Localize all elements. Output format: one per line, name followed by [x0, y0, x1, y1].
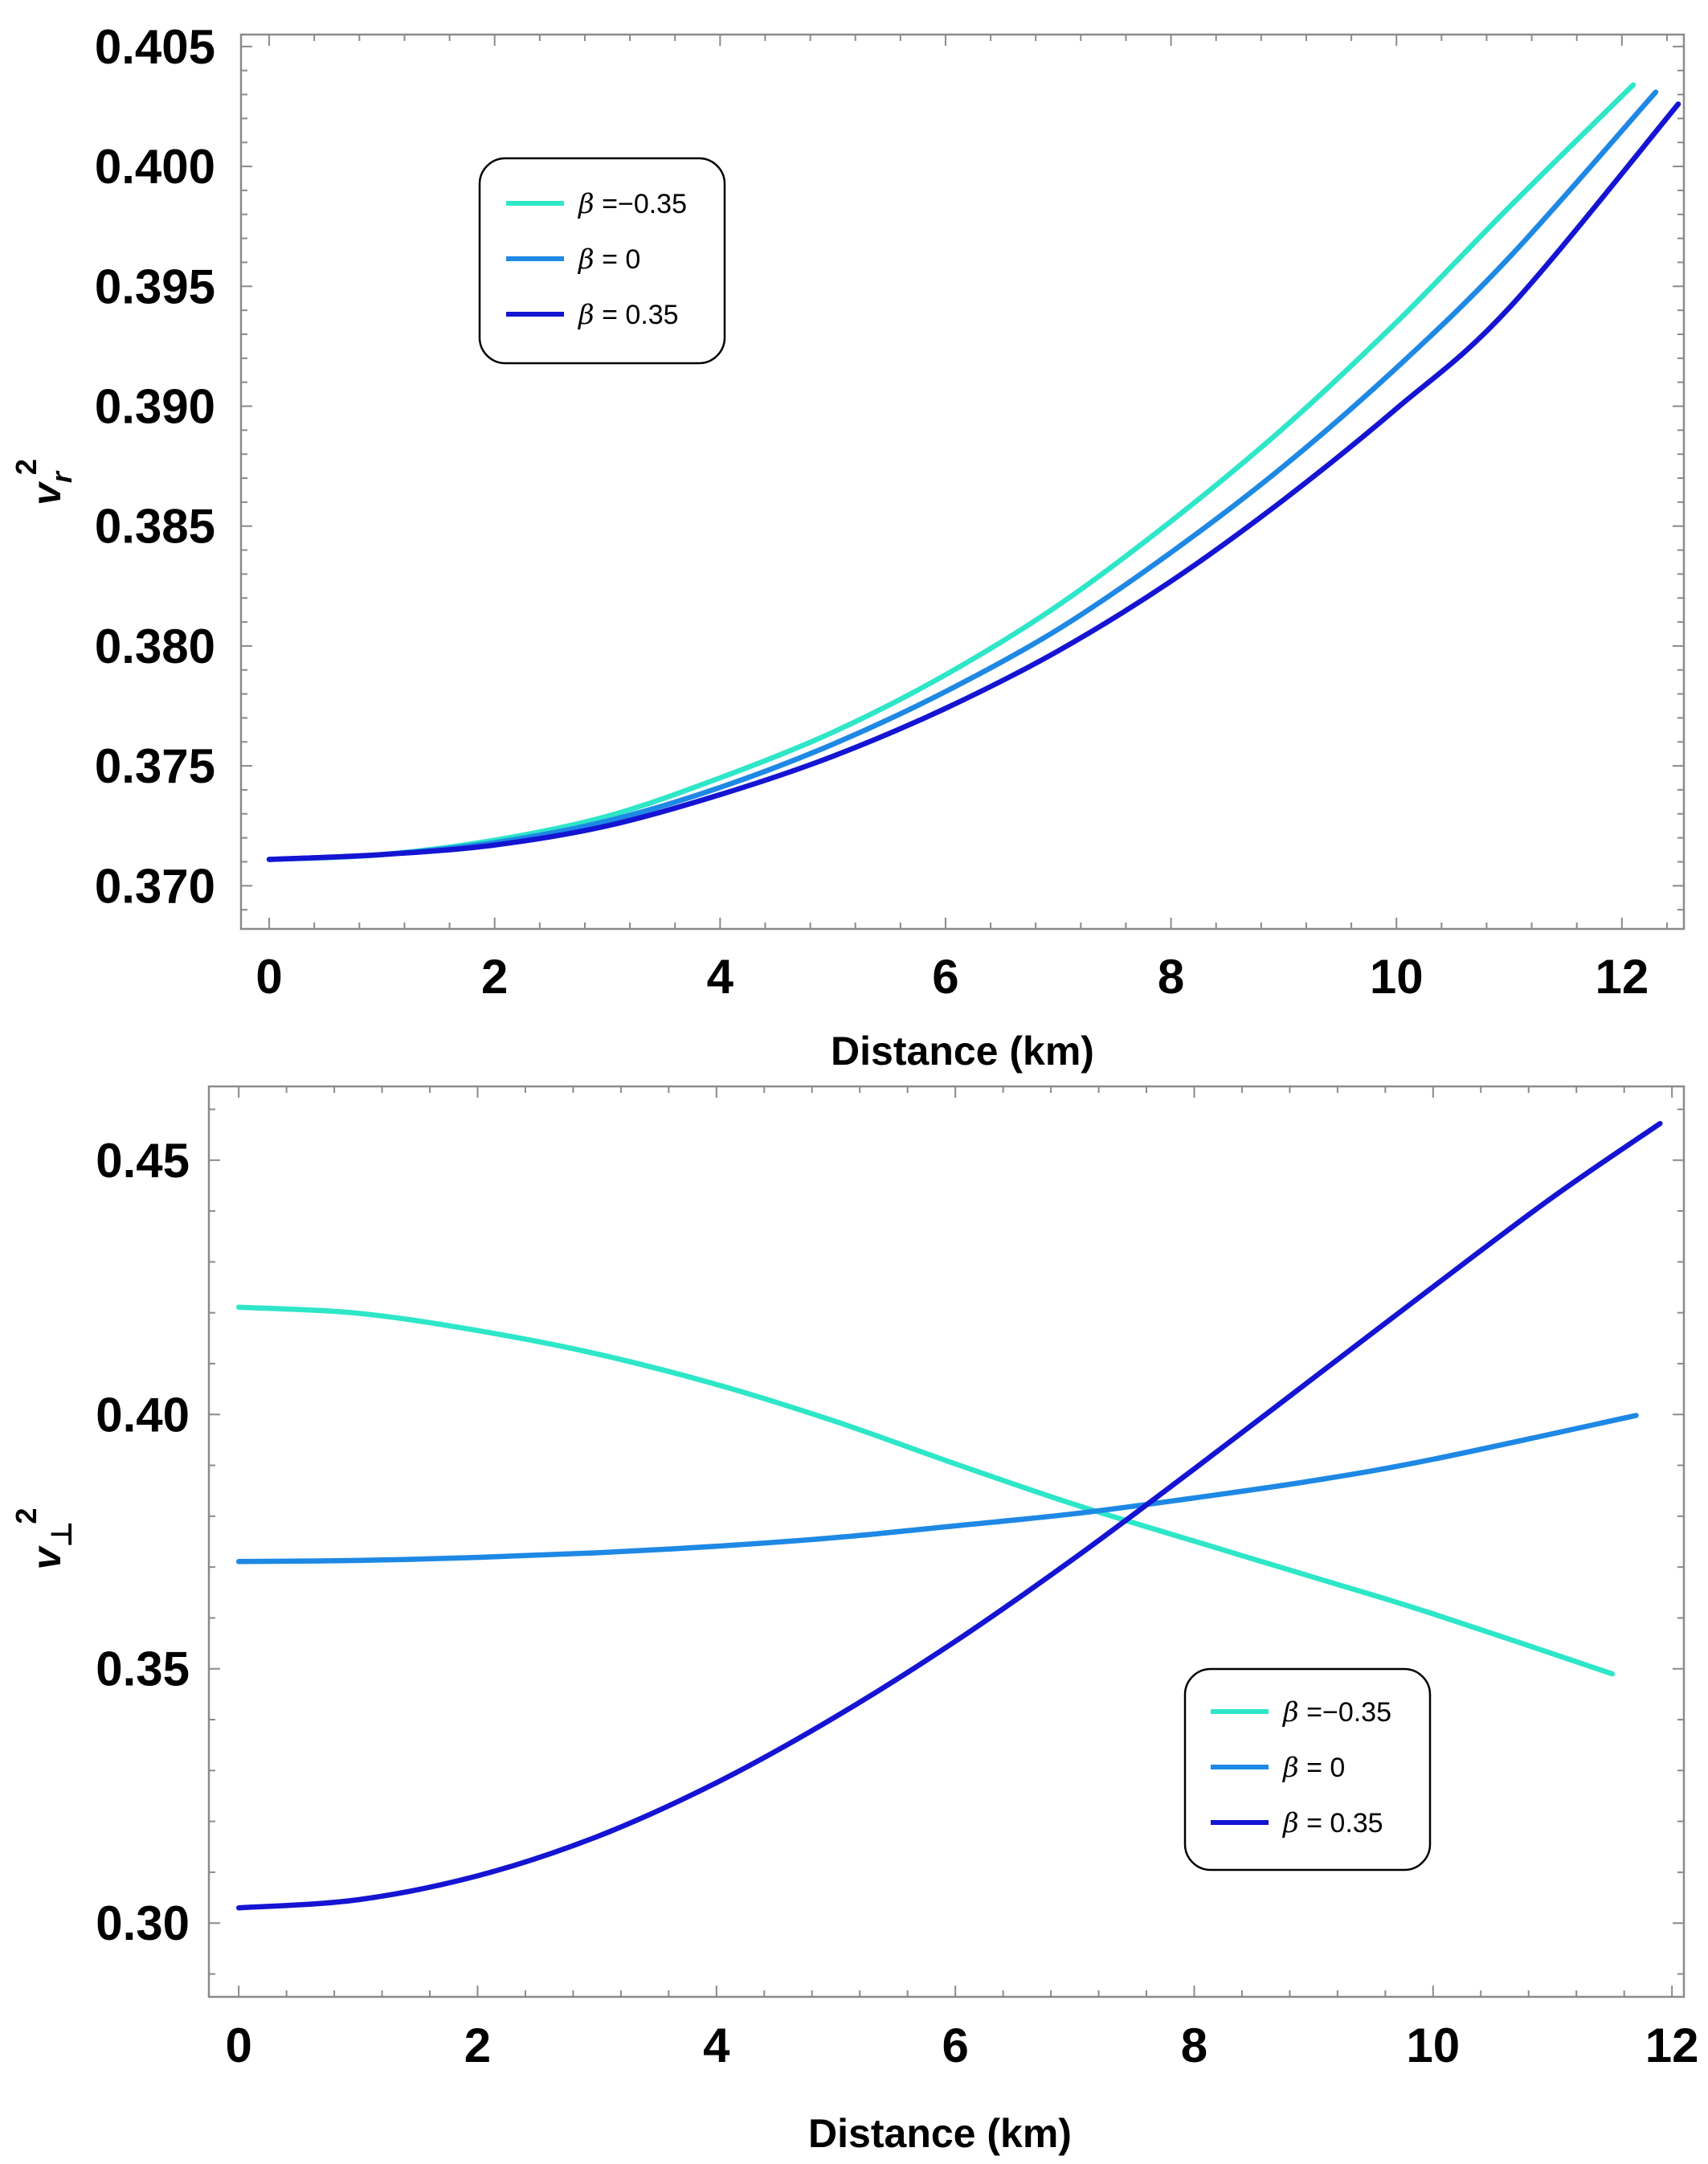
plot-frame: [207, 1085, 1686, 1998]
series-lines: [235, 1120, 1663, 1911]
x-tick-label: 2: [481, 950, 508, 1004]
series-line-1: [235, 1413, 1639, 1565]
y-axis-title-sup: 2: [10, 1508, 43, 1524]
x-tick-label: 0: [225, 2019, 251, 2072]
x-tick-label: 4: [703, 2019, 730, 2072]
x-tick-label: 6: [942, 2019, 968, 2072]
legend-label: β =−0.35: [1281, 1696, 1391, 1728]
legend-label-value: = 0.35: [1299, 1808, 1383, 1839]
x-tick-label: 6: [932, 950, 958, 1004]
x-tick-label: 12: [1645, 2019, 1699, 2072]
legend-label-value: = 0: [595, 244, 641, 275]
tick-marks: [209, 1086, 1684, 1997]
y-tick-labels: 0.30 0.35 0.40 0.45: [96, 1134, 190, 1950]
y-tick-label: 0.35: [96, 1642, 190, 1696]
legend-label: β = 0.35: [577, 299, 679, 331]
y-tick-label: 0.40: [96, 1388, 190, 1442]
legend-label: β =−0.35: [577, 188, 687, 220]
series-lines: [266, 82, 1681, 862]
x-tick-label: 2: [464, 2019, 491, 2072]
x-tick-label: 8: [1158, 950, 1184, 1004]
legend-entries: β =−0.35β = 0β = 0.35: [1211, 1696, 1391, 1839]
x-tick-label: 4: [707, 950, 734, 1004]
series-line-2: [235, 1120, 1663, 1911]
y-tick-label: 0.30: [96, 1896, 190, 1950]
legend-entries: β =−0.35β = 0β = 0.35: [506, 188, 687, 331]
tick-marks: [241, 35, 1684, 929]
legend: β =−0.35β = 0β = 0.35: [478, 157, 726, 365]
radial-velocity-chart: 0 2 4 6 8 10 12 0.370 0.375 0.380 0.385 0.390 0.395…: [10, 20, 1686, 1074]
y-tick-label: 0.390: [95, 380, 215, 434]
legend-label-value: = 0: [1299, 1753, 1346, 1783]
series-line-0: [266, 82, 1636, 862]
y-axis-title: vr2: [10, 459, 78, 505]
y-axis-title-sub: r: [45, 470, 78, 483]
y-tick-label: 0.375: [95, 739, 215, 793]
y-tick-label: 0.385: [95, 500, 215, 554]
y-tick-label: 0.380: [95, 620, 215, 673]
x-tick-label: 10: [1406, 2019, 1460, 2072]
y-axis-title-sup: 2: [10, 459, 43, 475]
x-axis-title: Distance (km): [808, 2111, 1072, 2156]
x-tick-labels: 0 2 4 6 8 10 12: [225, 2019, 1698, 2072]
legend-label: β = 0: [1281, 1752, 1345, 1784]
legend-label-symbol: β: [1281, 1752, 1299, 1784]
legend-label-symbol: β: [1281, 1807, 1299, 1839]
plot-frame: [239, 33, 1686, 931]
legend-label: β = 0: [577, 243, 640, 276]
y-axis-title-main: v: [24, 1544, 69, 1569]
legend: β =−0.35β = 0β = 0.35: [1183, 1667, 1432, 1872]
legend-label-value: =−0.35: [595, 189, 687, 219]
x-tick-label: 10: [1370, 950, 1424, 1004]
legend-label-symbol: β: [1281, 1696, 1299, 1728]
x-axis-title: Distance (km): [831, 1029, 1094, 1074]
legend-label-symbol: β: [577, 188, 595, 220]
legend-label-symbol: β: [577, 243, 595, 276]
legend-box: [1183, 1667, 1432, 1872]
legend-label-value: =−0.35: [1299, 1697, 1391, 1728]
x-tick-label: 0: [255, 950, 282, 1004]
legend-label-symbol: β: [577, 299, 595, 331]
y-tick-label: 0.45: [96, 1134, 190, 1188]
transverse-velocity-chart: 0 2 4 6 8 10 12 0.30 0.35 0.40 0.45 Distance (km)…: [10, 1085, 1699, 2156]
series-line-0: [235, 1304, 1616, 1677]
y-tick-label: 0.370: [95, 859, 215, 913]
series-line-1: [266, 89, 1659, 862]
series-line-2: [266, 101, 1681, 862]
x-tick-label: 12: [1595, 950, 1649, 1004]
y-axis-title-main: v: [24, 481, 69, 505]
legend-label: β = 0.35: [1281, 1807, 1383, 1839]
y-tick-label: 0.395: [95, 260, 215, 313]
x-tick-labels: 0 2 4 6 8 10 12: [255, 950, 1649, 1004]
y-tick-labels: 0.370 0.375 0.380 0.385 0.390 0.395 0.400 0.405: [95, 20, 215, 913]
y-tick-label: 0.400: [95, 140, 215, 194]
y-axis-title-sub: ⊥: [45, 1521, 78, 1548]
y-tick-label: 0.405: [95, 20, 215, 74]
legend-label-value: = 0.35: [595, 300, 679, 330]
x-tick-label: 8: [1181, 2019, 1207, 2072]
y-axis-title: v⊥2: [10, 1508, 78, 1570]
